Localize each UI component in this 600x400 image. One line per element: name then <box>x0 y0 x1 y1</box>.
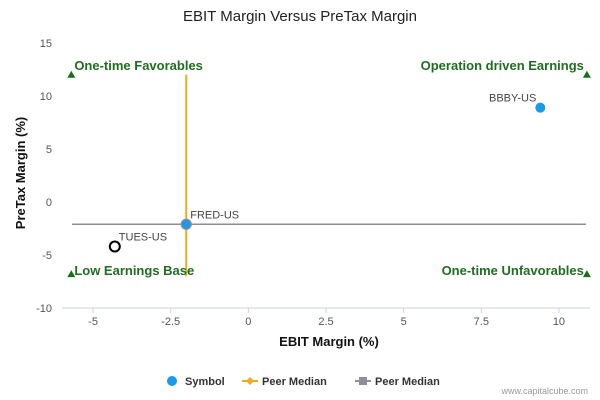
y-tick-label: -5 <box>42 250 52 262</box>
x-axis-ticks: -5 -2.5 0 2.5 5 7.5 10 <box>88 308 565 328</box>
point-label-fred-us: FRED-US <box>190 209 239 221</box>
x-tick-label: 0 <box>245 316 251 328</box>
quadrant-label-top-right: Operation driven Earnings <box>421 58 584 73</box>
point-bbby-us <box>535 102 546 113</box>
point-label-tues-us: TUES-US <box>119 232 167 244</box>
chart-title: EBIT Margin Versus PreTax Margin <box>183 8 417 25</box>
y-axis-ticks: -10 -5 0 5 10 15 <box>36 38 52 315</box>
y-tick-label: 15 <box>40 38 52 50</box>
legend-square-icon <box>359 377 367 385</box>
x-tick-label: 7.5 <box>474 316 489 328</box>
credit-text: www.capitalcube.com <box>500 386 588 396</box>
y-axis-title: PreTax Margin (%) <box>13 117 28 229</box>
legend-symbol-icon <box>167 376 177 386</box>
x-tick-label: 10 <box>553 316 565 328</box>
quadrant-label-bottom-left: Low Earnings Base <box>74 263 194 278</box>
y-tick-label: 5 <box>46 144 52 156</box>
point-fred-us <box>180 218 192 230</box>
data-points: BBBY-US FRED-US TUES-US <box>108 93 546 253</box>
quadrant-label-top-left: One-time Favorables <box>74 58 203 73</box>
quadrant-label-bottom-right: One-time Unfavorables <box>442 263 584 278</box>
legend-diamond-icon <box>246 377 254 385</box>
y-tick-label: 0 <box>46 197 52 209</box>
peer-median-lines <box>72 74 586 277</box>
point-tues-us <box>108 240 121 253</box>
quadrant-marker-icon <box>67 270 76 278</box>
legend-item-label: Symbol <box>185 376 225 388</box>
quadrant-marker-icon <box>582 270 591 278</box>
legend-item-label: Peer Median <box>375 376 440 388</box>
x-tick-label: 5 <box>401 316 407 328</box>
x-tick-label: 2.5 <box>318 316 333 328</box>
y-tick-label: 10 <box>40 91 52 103</box>
x-tick-label: -5 <box>88 316 98 328</box>
x-axis-title: EBIT Margin (%) <box>279 334 379 349</box>
legend-item-label: Peer Median <box>262 376 327 388</box>
quadrant-labels: One-time Favorables Operation driven Earn… <box>67 58 591 278</box>
quadrant-marker-icon <box>582 70 591 78</box>
chart-legend: Symbol Peer Median Peer Median <box>167 376 440 388</box>
quadrant-marker-icon <box>67 70 76 78</box>
point-label-bbby-us: BBBY-US <box>489 93 536 105</box>
x-tick-label: -2.5 <box>161 316 180 328</box>
y-tick-label: -10 <box>36 303 52 315</box>
